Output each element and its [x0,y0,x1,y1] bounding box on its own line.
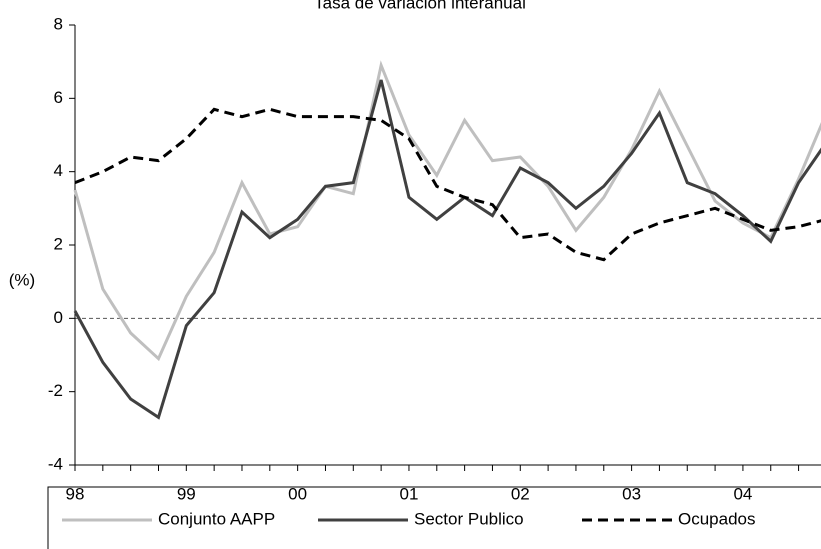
series-line [73,79,821,420]
x-tick-label: 03 [622,484,641,503]
legend-label: Sector Publico [414,509,524,528]
y-tick-label: 8 [54,14,63,33]
y-tick-label: 4 [54,161,63,180]
x-tick-label: 99 [177,484,196,503]
legend-box [47,486,821,549]
legend-label: Ocupados [678,509,756,528]
chart-title: Tasa de variación interanual [314,0,526,12]
y-tick-label: 2 [54,234,63,253]
y-tick-label: -2 [48,381,63,400]
x-tick-label: 00 [288,484,307,503]
x-tick-label: 04 [733,484,752,503]
series-line [74,107,821,262]
x-tick-label: 01 [399,484,418,503]
y-tick-label: 6 [54,88,63,107]
y-tick-label: -4 [48,454,63,473]
y-axis-label: (%) [9,270,35,289]
legend-label: Conjunto AAPP [158,509,275,528]
x-tick-label: 02 [511,484,530,503]
x-tick-label: 98 [66,484,85,503]
series-line [73,60,821,362]
y-tick-label: 0 [54,308,63,327]
